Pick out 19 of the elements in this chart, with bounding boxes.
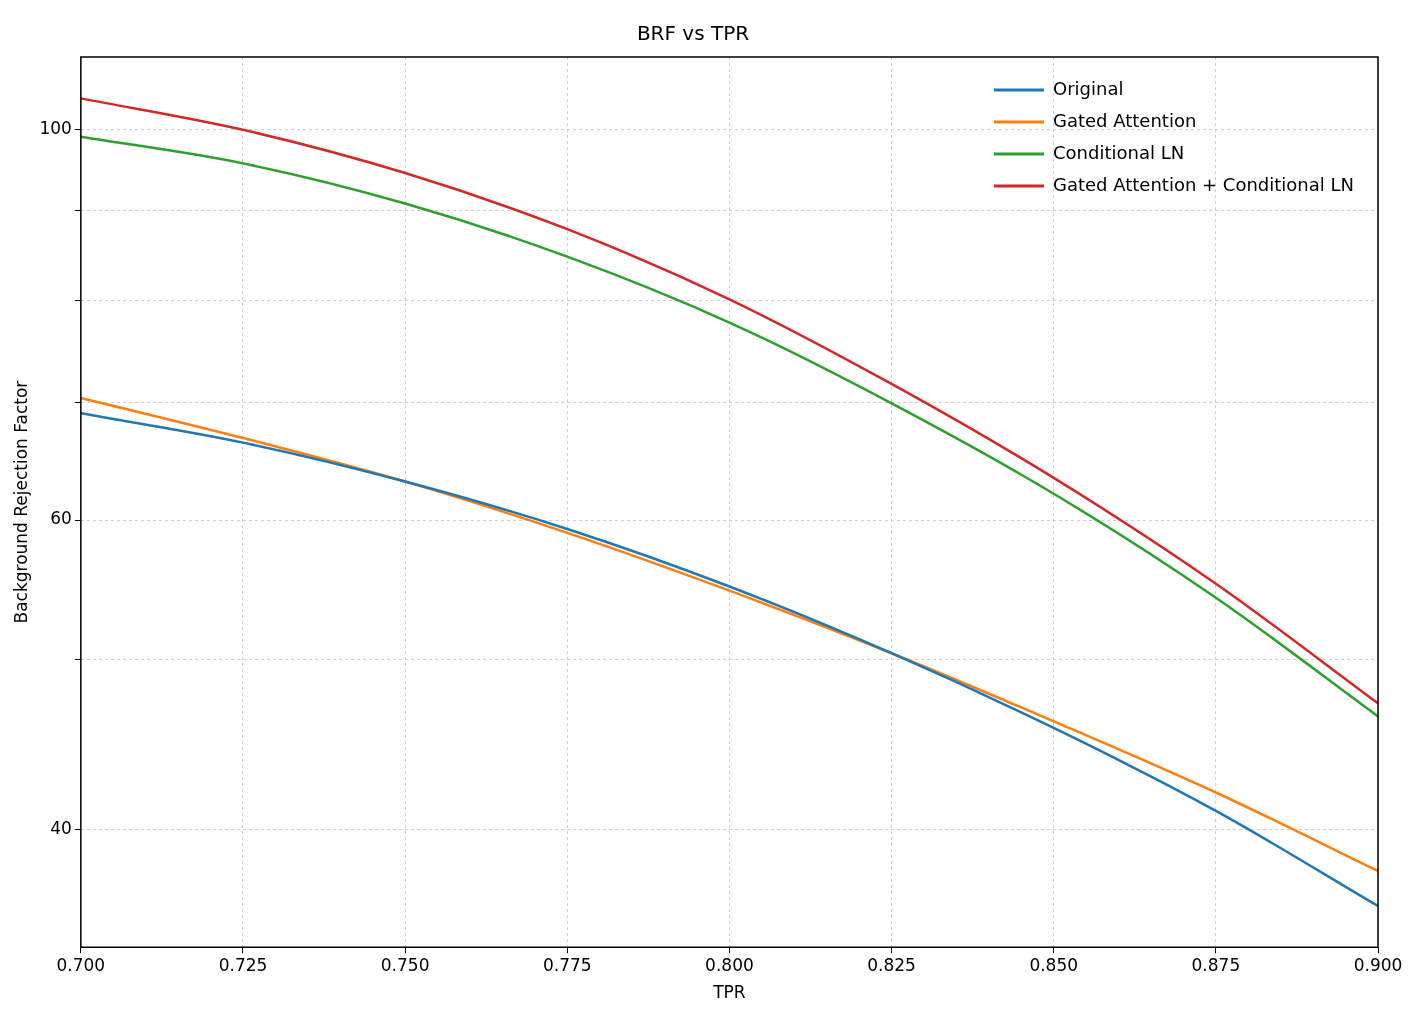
y-tick-label: 100 <box>39 118 72 139</box>
x-tick-label: 0.775 <box>542 954 592 975</box>
x-tick-label: 0.750 <box>380 954 430 975</box>
y-axis-title: Background Rejection Factor <box>10 380 31 624</box>
y-tick-label: 60 <box>50 508 72 529</box>
x-tick-label: 0.850 <box>1029 954 1079 975</box>
x-tick-label: 0.800 <box>705 954 754 975</box>
x-tick-label: 0.825 <box>867 954 916 975</box>
chart-title: BRF vs TPR <box>636 21 750 46</box>
legend-label: Gated Attention <box>1053 109 1197 131</box>
x-axis-title: TPR <box>712 982 746 1003</box>
x-tick-label: 0.875 <box>1191 954 1241 975</box>
x-tick-label: 0.900 <box>1353 954 1403 975</box>
x-tick-label: 0.725 <box>218 954 268 975</box>
x-tick-label: 0.700 <box>56 954 106 975</box>
y-tick-label: 40 <box>50 818 72 839</box>
legend-label: Conditional LN <box>1053 141 1185 163</box>
legend-label: Gated Attention + Conditional LN <box>1053 173 1354 195</box>
legend-label: Original <box>1053 77 1124 99</box>
